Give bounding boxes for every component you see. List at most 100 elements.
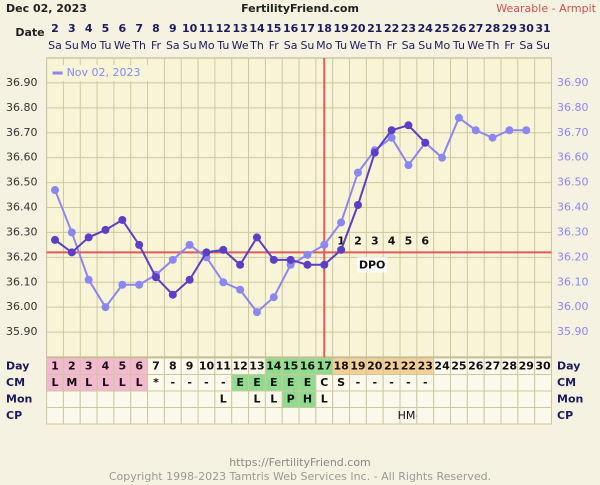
- row-cell: [349, 407, 367, 425]
- cell-text: 5: [118, 359, 126, 372]
- row-label: CM: [6, 376, 25, 389]
- cell-text: -: [356, 376, 361, 389]
- row-cell: [62, 407, 81, 425]
- data-point: [84, 233, 93, 242]
- cell-text: -: [171, 376, 176, 389]
- weekday-label: We: [467, 39, 484, 52]
- weekday-label: Sa: [48, 39, 62, 52]
- date-label: 5: [102, 22, 110, 35]
- weekday-label: Su: [183, 39, 197, 52]
- row-cell: [281, 407, 300, 425]
- cell-text: E: [236, 376, 244, 389]
- row-cell: [450, 374, 468, 392]
- data-point: [67, 228, 76, 237]
- row-cell: [534, 374, 552, 392]
- row-cell: [534, 407, 552, 425]
- y-tick-label: 36.80: [6, 101, 38, 114]
- cell-text: E: [270, 376, 278, 389]
- cell-text: M: [66, 376, 77, 389]
- row-cell: [96, 407, 115, 425]
- row-cell: [147, 390, 165, 408]
- weekday-label: Sa: [519, 39, 533, 52]
- cell-text: 16: [300, 359, 316, 372]
- data-point: [337, 245, 346, 254]
- cell-text: 30: [535, 359, 551, 372]
- row-label-right: Day: [557, 359, 580, 372]
- cell-text: 12: [232, 359, 247, 372]
- weekday-label: Tu: [216, 39, 229, 52]
- dpo-label: 6: [421, 234, 429, 247]
- y2-tick-label: 36.00: [557, 300, 589, 313]
- cell-text: L: [253, 392, 260, 405]
- weekday-label: Mo: [198, 39, 214, 52]
- date-label: 17: [300, 22, 315, 35]
- x-axis-label: Date: [15, 26, 44, 39]
- row-cell: [483, 374, 502, 392]
- cell-text: L: [321, 392, 328, 405]
- cell-text: 24: [434, 359, 450, 372]
- dpo-label: 2: [354, 234, 362, 247]
- row-cell: [416, 407, 435, 425]
- date-label: 26: [451, 22, 467, 35]
- data-point: [404, 161, 413, 170]
- cell-text: 7: [152, 359, 160, 372]
- dpo-label: 3: [371, 234, 379, 247]
- cell-text: -: [372, 376, 377, 389]
- row-cell: [433, 374, 452, 392]
- data-point: [51, 186, 59, 195]
- y-tick-label: 36.90: [6, 76, 38, 89]
- weekday-label: Fr: [387, 39, 398, 52]
- dpo-label: 4: [388, 234, 396, 247]
- date-label: 21: [367, 22, 382, 35]
- data-point: [118, 215, 127, 224]
- data-point: [219, 278, 228, 287]
- data-point: [236, 260, 245, 269]
- cell-text: C: [320, 376, 328, 389]
- weekday-label: Tu: [98, 39, 111, 52]
- row-cell: [130, 407, 149, 425]
- date-label: 16: [283, 22, 299, 35]
- row-cell: [450, 390, 468, 408]
- data-point: [387, 133, 396, 142]
- cell-text: -: [389, 376, 394, 389]
- data-point: [101, 303, 110, 312]
- footer-url: https://FertilityFriend.com: [229, 456, 371, 469]
- weekday-label: We: [114, 39, 131, 52]
- legend-label: Nov 02, 2023: [67, 66, 141, 79]
- row-cell: [500, 407, 519, 425]
- cell-text: L: [85, 376, 92, 389]
- date-label: 11: [199, 22, 214, 35]
- cell-text: 27: [485, 359, 500, 372]
- row-cell: [46, 407, 64, 425]
- cell-text: L: [220, 392, 227, 405]
- weekday-label: Fr: [269, 39, 280, 52]
- cell-text: E: [253, 376, 261, 389]
- data-point: [101, 225, 110, 234]
- site-title: FertilityFriend.com: [241, 2, 359, 15]
- cell-text: 18: [333, 359, 348, 372]
- data-point: [67, 248, 76, 257]
- cell-text: 15: [283, 359, 298, 372]
- date-label: 24: [418, 22, 434, 35]
- row-label: Day: [6, 359, 29, 372]
- y2-tick-label: 36.70: [557, 126, 589, 139]
- dpo-box: [357, 257, 388, 273]
- data-point: [252, 308, 261, 317]
- row-cell: [517, 390, 536, 408]
- row-cell: [197, 407, 216, 425]
- cell-text: 23: [418, 359, 433, 372]
- row-cell: [483, 390, 502, 408]
- row-cell: [248, 407, 266, 425]
- date-label: 18: [317, 22, 332, 35]
- data-point: [471, 126, 480, 135]
- weekday-label: Th: [485, 39, 500, 52]
- cell-text: E: [287, 376, 295, 389]
- cell-text: -: [423, 376, 428, 389]
- date-label: 31: [535, 22, 550, 35]
- date-label: 30: [519, 22, 535, 35]
- data-point: [303, 260, 312, 269]
- row-cell: [349, 390, 367, 408]
- y-tick-label: 36.50: [6, 176, 38, 189]
- y-tick-label: 35.90: [6, 325, 38, 338]
